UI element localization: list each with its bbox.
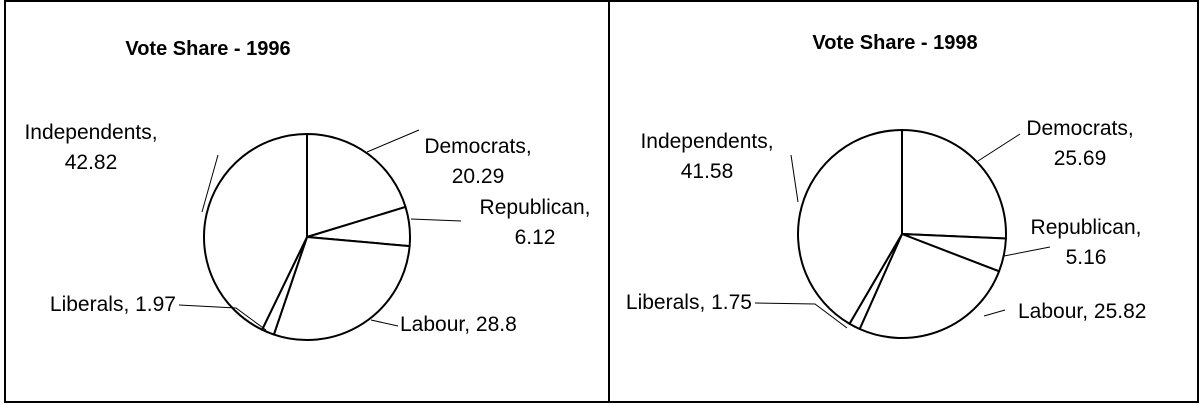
pie-chart-panel-1998: Vote Share - 1998 Democrats, 25.69 Republi… [609, 0, 1199, 403]
slice-label-line: Independents, [640, 130, 773, 153]
slice-label-independents: Independents, 41.58 [640, 130, 773, 183]
leader-line-labour [370, 319, 399, 327]
pie-slice-independents [203, 133, 308, 331]
chart-title: Vote Share - 1998 [812, 32, 977, 54]
leader-line-republican [1003, 246, 1051, 257]
pie-slice-labour [858, 233, 1001, 339]
pie-chart-panel-1996: Vote Share - 1996 Democrats, 20.29 Republi… [4, 0, 610, 403]
slice-label-line: 41.58 [681, 160, 734, 183]
chart-title: Vote Share - 1996 [125, 38, 290, 60]
slice-label-line: Liberals, 1.97 [50, 293, 176, 316]
slice-label-line: Labour, 25.82 [1018, 300, 1146, 323]
leader-line-labour [983, 309, 1006, 317]
slice-label-line: Independents, [24, 121, 157, 144]
slice-label-independents: Independents, 42.82 [24, 121, 157, 174]
pie-chart-1998: Vote Share - 1998 Democrats, 25.69 Republi… [626, 32, 1146, 339]
slice-label-liberals: Liberals, 1.75 [626, 291, 752, 314]
slice-label-line: Labour, 28.8 [400, 313, 517, 336]
slice-label-republican: Republican, 5.16 [1031, 216, 1142, 269]
pie-slice-democrats [901, 129, 1007, 240]
slice-label-line: Liberals, 1.75 [626, 291, 752, 314]
slice-label-line: Democrats, [1026, 117, 1133, 140]
slice-label-labour: Labour, 28.8 [400, 313, 517, 336]
leader-line-liberals [754, 302, 848, 329]
pie-slice-democrats [306, 133, 407, 238]
leader-line-independents [201, 154, 219, 213]
leader-line-democrats [366, 129, 420, 153]
slice-label-democrats: Democrats, 20.29 [424, 135, 531, 188]
slice-label-labour: Labour, 25.82 [1018, 300, 1146, 323]
slice-label-democrats: Democrats, 25.69 [1026, 117, 1133, 170]
leader-line-republican [410, 218, 462, 222]
slice-label-line: 25.69 [1054, 147, 1107, 170]
slice-label-republican: Republican, 6.12 [480, 196, 591, 249]
pie-slice-independents [797, 129, 903, 325]
leader-line-independents [790, 154, 799, 203]
leader-line-liberals [178, 304, 267, 331]
pie-slice-labour [272, 236, 411, 341]
slice-label-line: Republican, [480, 196, 591, 219]
slice-label-line: Democrats, [424, 135, 531, 158]
slice-label-line: Republican, [1031, 216, 1142, 239]
slice-label-line: 42.82 [65, 151, 118, 174]
slice-label-line: 6.12 [515, 226, 556, 249]
leader-line-democrats [977, 133, 1021, 162]
slice-label-line: 20.29 [452, 165, 505, 188]
slice-label-liberals: Liberals, 1.97 [50, 293, 176, 316]
pie-chart-1996: Vote Share - 1996 Democrats, 20.29 Republi… [24, 38, 591, 341]
slice-label-line: 5.16 [1066, 246, 1107, 269]
